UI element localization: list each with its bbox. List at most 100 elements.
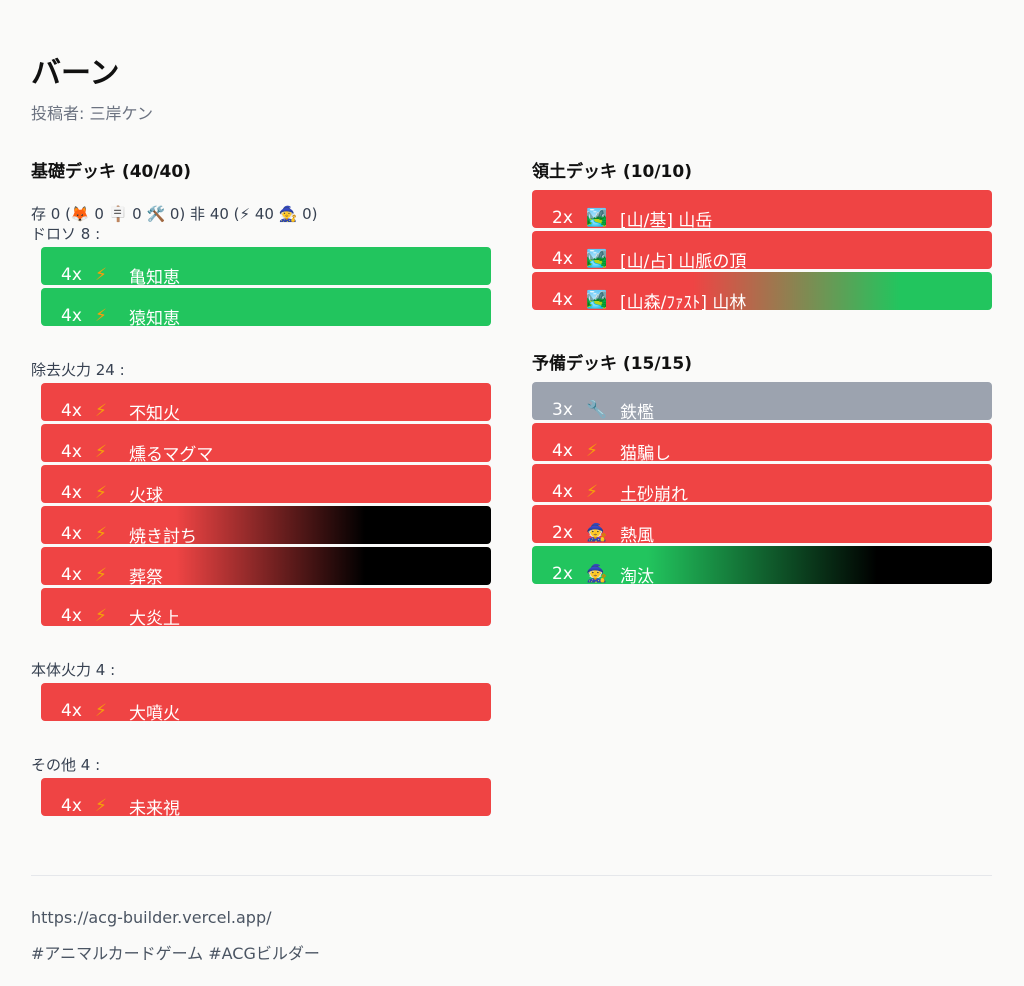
- basic-deck-summary: 存 0 (🦊 0 🪧 0 🛠️ 0) 非 40 (⚡ 40 🧙 0): [31, 205, 318, 223]
- card-row[interactable]: 4x 🏞️ [山/占] 山脈の頂: [532, 231, 992, 269]
- card-quantity: 2x: [552, 564, 573, 584]
- card-quantity: 4x: [61, 524, 82, 544]
- group-card-list: 4x ⚡ 不知火 4x ⚡ 燻るマグマ 4x ⚡ 火球 4x ⚡ 焼き討ち 4x ⚡ 葬祭 4x ⚡ 大炎上: [41, 383, 491, 626]
- author-line: 投稿者: 三岸ケン: [31, 104, 153, 123]
- land-icon: 🏞️: [586, 290, 608, 310]
- card-quantity: 4x: [61, 483, 82, 503]
- card-quantity: 2x: [552, 523, 573, 543]
- basic-deck-title-text: 基礎デッキ: [31, 162, 116, 182]
- lightning-icon: ⚡: [95, 265, 107, 285]
- basic-deck-title: 基礎デッキ (40/40): [31, 160, 491, 184]
- card-row[interactable]: 4x ⚡ 未来視: [41, 778, 491, 816]
- card-name-link[interactable]: 火球: [129, 485, 163, 504]
- group-label: ドロソ 8 :: [31, 225, 101, 243]
- lightning-icon: ⚡: [95, 796, 107, 816]
- card-quantity: 4x: [61, 442, 82, 462]
- card-name-link[interactable]: [山/占] 山脈の頂: [620, 251, 747, 270]
- footer-divider: [31, 875, 992, 876]
- reserve-deck-count: (15/15): [622, 354, 692, 374]
- reserve-deck-title-text: 予備デッキ: [532, 354, 617, 374]
- card-row[interactable]: 4x ⚡ 猿知恵: [41, 288, 491, 326]
- card-name-link[interactable]: 亀知恵: [129, 267, 180, 286]
- lightning-icon: ⚡: [95, 606, 107, 626]
- group-label: 除去火力 24 :: [31, 361, 125, 379]
- reserve-card-list: 3x 🔧 鉄檻 4x ⚡ 猫騙し 4x ⚡ 土砂崩れ 2x 🧙 熱風 2x 🧙 淘汰: [532, 382, 992, 584]
- reserve-deck-title: 予備デッキ (15/15): [532, 352, 992, 376]
- card-row[interactable]: 4x ⚡ 燻るマグマ: [41, 424, 491, 462]
- card-row[interactable]: 4x ⚡ 亀知恵: [41, 247, 491, 285]
- card-name-link[interactable]: [山森/ﾌｧｽﾄ] 山林: [620, 292, 747, 311]
- card-name-link[interactable]: [山/基] 山岳: [620, 210, 713, 229]
- card-quantity: 2x: [552, 208, 573, 228]
- card-row[interactable]: 4x ⚡ 不知火: [41, 383, 491, 421]
- territory-card-list: 2x 🏞️ [山/基] 山岳 4x 🏞️ [山/占] 山脈の頂 4x 🏞️ [山森/ﾌｧｽﾄ] …: [532, 190, 992, 310]
- group-label: その他 4 :: [31, 756, 101, 774]
- card-name-link[interactable]: 不知火: [129, 403, 180, 422]
- territory-deck-title: 領土デッキ (10/10): [532, 160, 992, 184]
- card-name-link[interactable]: 鉄檻: [620, 402, 654, 421]
- lightning-icon: ⚡: [95, 565, 107, 585]
- wrench-icon: 🔧: [586, 400, 608, 420]
- lightning-icon: ⚡: [586, 482, 598, 502]
- card-quantity: 4x: [61, 401, 82, 421]
- territory-deck-section: 領土デッキ (10/10) 2x 🏞️ [山/基] 山岳 4x 🏞️ [山/占] 山脈の頂…: [532, 160, 992, 310]
- card-row[interactable]: 4x ⚡ 大噴火: [41, 683, 491, 721]
- card-quantity: 4x: [61, 265, 82, 285]
- card-name-link[interactable]: 熱風: [620, 525, 654, 544]
- card-quantity: 4x: [61, 606, 82, 626]
- group-label: 本体火力 4 :: [31, 661, 116, 679]
- card-name-link[interactable]: 土砂崩れ: [620, 484, 688, 503]
- group-card-list: 4x ⚡ 未来視: [41, 778, 491, 816]
- group-card-list: 4x ⚡ 亀知恵 4x ⚡ 猿知恵: [41, 247, 491, 326]
- basic-deck-count: (40/40): [121, 162, 191, 182]
- card-row[interactable]: 4x ⚡ 土砂崩れ: [532, 464, 992, 502]
- card-quantity: 4x: [61, 565, 82, 585]
- card-quantity: 4x: [552, 290, 573, 310]
- card-group: 本体火力 4 : 4x ⚡ 大噴火: [31, 660, 491, 721]
- card-name-link[interactable]: 猫騙し: [620, 443, 671, 462]
- footer-hashtags: #アニマルカードゲーム #ACGビルダー: [31, 944, 320, 963]
- card-row[interactable]: 2x 🏞️ [山/基] 山岳: [532, 190, 992, 228]
- card-quantity: 4x: [552, 441, 573, 461]
- card-name-link[interactable]: 葬祭: [129, 567, 163, 586]
- card-quantity: 4x: [552, 249, 573, 269]
- lightning-icon: ⚡: [95, 483, 107, 503]
- card-name-link[interactable]: 猿知恵: [129, 308, 180, 327]
- card-quantity: 4x: [61, 796, 82, 816]
- card-name-link[interactable]: 淘汰: [620, 566, 654, 585]
- card-row[interactable]: 4x ⚡ 焼き討ち: [41, 506, 491, 544]
- lightning-icon: ⚡: [95, 401, 107, 421]
- card-group: ドロソ 8 : 4x ⚡ 亀知恵 4x ⚡ 猿知恵: [31, 224, 491, 326]
- card-group: 除去火力 24 : 4x ⚡ 不知火 4x ⚡ 燻るマグマ 4x ⚡ 火球 4x ⚡ 焼き討ち 4x ⚡ 葬祭…: [31, 360, 491, 626]
- card-row[interactable]: 4x ⚡ 火球: [41, 465, 491, 503]
- card-row[interactable]: 4x ⚡ 大炎上: [41, 588, 491, 626]
- card-row[interactable]: 4x 🏞️ [山森/ﾌｧｽﾄ] 山林: [532, 272, 992, 310]
- page-title: バーン: [31, 56, 120, 91]
- territory-deck-count: (10/10): [622, 162, 692, 182]
- card-name-link[interactable]: 大炎上: [129, 608, 180, 627]
- land-icon: 🏞️: [586, 208, 608, 228]
- card-row[interactable]: 3x 🔧 鉄檻: [532, 382, 992, 420]
- group-card-list: 4x ⚡ 大噴火: [41, 683, 491, 721]
- lightning-icon: ⚡: [95, 306, 107, 326]
- mage-icon: 🧙: [586, 564, 608, 584]
- card-group: その他 4 : 4x ⚡ 未来視: [31, 755, 491, 816]
- mage-icon: 🧙: [586, 523, 608, 543]
- card-row[interactable]: 4x ⚡ 猫騙し: [532, 423, 992, 461]
- card-row[interactable]: 2x 🧙 淘汰: [532, 546, 992, 584]
- card-quantity: 3x: [552, 400, 573, 420]
- footer-url[interactable]: https://acg-builder.vercel.app/: [31, 908, 272, 927]
- basic-deck-section: 基礎デッキ (40/40) 存 0 (🦊 0 🪧 0 🛠️ 0) 非 40 (⚡…: [31, 160, 491, 816]
- card-quantity: 4x: [61, 701, 82, 721]
- lightning-icon: ⚡: [95, 524, 107, 544]
- card-name-link[interactable]: 大噴火: [129, 703, 180, 722]
- card-name-link[interactable]: 未来視: [129, 798, 180, 817]
- card-quantity: 4x: [61, 306, 82, 326]
- lightning-icon: ⚡: [95, 701, 107, 721]
- card-name-link[interactable]: 燻るマグマ: [129, 444, 214, 463]
- card-row[interactable]: 4x ⚡ 葬祭: [41, 547, 491, 585]
- card-row[interactable]: 2x 🧙 熱風: [532, 505, 992, 543]
- lightning-icon: ⚡: [586, 441, 598, 461]
- lightning-icon: ⚡: [95, 442, 107, 462]
- card-name-link[interactable]: 焼き討ち: [129, 526, 197, 545]
